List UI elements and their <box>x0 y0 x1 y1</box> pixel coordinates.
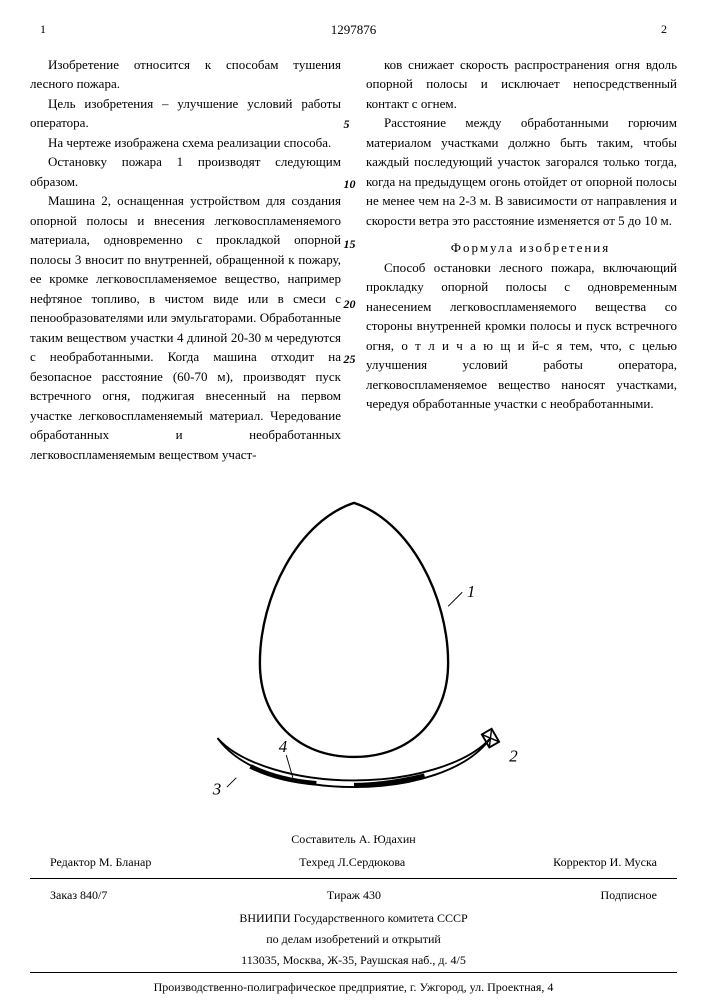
treated-section-1 <box>250 766 316 783</box>
support-strip-inner <box>217 738 490 780</box>
column-left: Изобретение относится к способам тушения… <box>30 55 341 465</box>
line-marker-15: 15 <box>344 235 356 253</box>
fire-outline <box>259 503 447 757</box>
footer: Составитель А. Юдахин Редактор М. Бланар… <box>30 830 677 996</box>
para-1: Изобретение относится к способам тушения… <box>30 55 341 94</box>
figure-diagram: 1 2 3 4 <box>30 484 677 810</box>
label-3: 3 <box>211 780 220 799</box>
para-r3: Способ остановки лесного пожара, включаю… <box>366 258 677 414</box>
header: 1 1297876 2 <box>30 20 677 40</box>
line-marker-5: 5 <box>344 115 350 133</box>
label-1-line <box>448 592 462 606</box>
address-line: 113035, Москва, Ж-35, Раушская наб., д. … <box>30 951 677 969</box>
footer-order-row: Заказ 840/7 Тираж 430 Подписное <box>30 884 677 906</box>
para-r2: Расстояние между обработанными горючим м… <box>366 113 677 230</box>
column-right: ков снижает скорость распространения огн… <box>366 55 677 465</box>
label-1: 1 <box>466 582 474 601</box>
col-number-2: 2 <box>661 20 667 40</box>
label-2: 2 <box>509 747 518 766</box>
para-3: На чертеже изображена схема реализации с… <box>30 133 341 153</box>
patent-number: 1297876 <box>46 20 661 40</box>
para-r1: ков снижает скорость распространения огн… <box>366 55 677 114</box>
para-2: Цель изобретения – улучшение условий раб… <box>30 94 341 133</box>
line-markers: 5 10 15 20 25 <box>344 55 364 465</box>
editor-label: Редактор М. Бланар <box>50 853 151 871</box>
para-5: Машина 2, оснащенная устройством для соз… <box>30 191 341 464</box>
org-line-2: по делам изобретений и открытий <box>30 930 677 948</box>
order-label: Заказ 840/7 <box>50 886 107 904</box>
footer-divider-1 <box>30 878 677 879</box>
line-marker-20: 20 <box>344 295 356 313</box>
org-line-1: ВНИИПИ Государственного комитета СССР <box>30 909 677 927</box>
label-4: 4 <box>278 737 287 756</box>
text-columns: Изобретение относится к способам тушения… <box>30 55 677 465</box>
tech-label: Техред Л.Сердюкова <box>299 853 405 871</box>
line-marker-10: 10 <box>344 175 356 193</box>
sub-label: Подписное <box>601 886 658 904</box>
label-3-line <box>226 778 235 787</box>
formula-heading: Формула изобретения <box>366 238 677 258</box>
line-marker-25: 25 <box>344 350 356 368</box>
corrector-label: Корректор И. Муска <box>553 853 657 871</box>
footer-bottom: Производственно-полиграфическое предприя… <box>30 972 677 996</box>
footer-staff-row: Редактор М. Бланар Техред Л.Сердюкова Ко… <box>30 851 677 873</box>
print-label: Тираж 430 <box>327 886 381 904</box>
para-4: Остановку пожара 1 производят следующим … <box>30 152 341 191</box>
compiler-line: Составитель А. Юдахин <box>30 830 677 848</box>
